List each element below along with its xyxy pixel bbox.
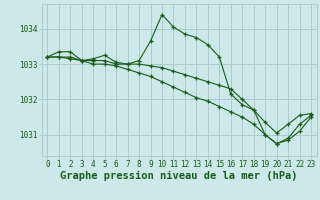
X-axis label: Graphe pression niveau de la mer (hPa): Graphe pression niveau de la mer (hPa): [60, 171, 298, 181]
